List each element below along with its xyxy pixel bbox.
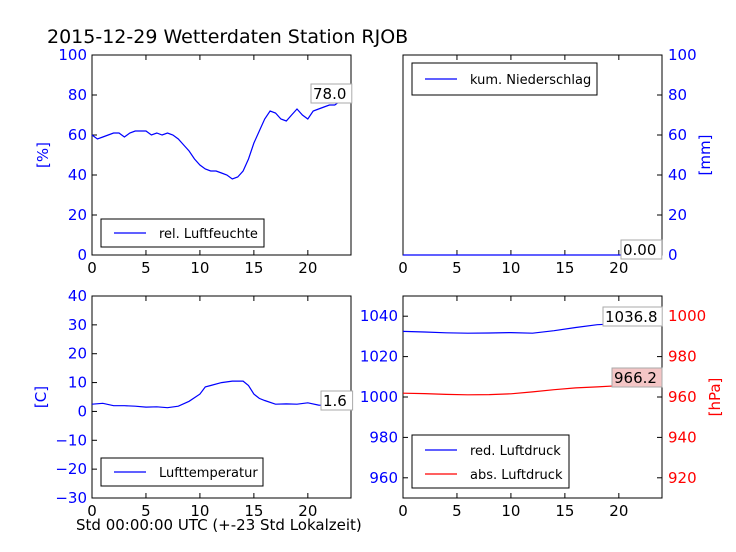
x-tick-label: 20 xyxy=(298,259,317,277)
y-tick-label: 0 xyxy=(77,402,87,420)
axes-frame-top-left xyxy=(91,54,352,256)
x-tick-label: 20 xyxy=(609,502,628,520)
x-tick-label: 0 xyxy=(87,502,97,520)
x-tick-label: 5 xyxy=(452,259,462,277)
value-label: 966.2 xyxy=(614,369,657,387)
x-tick-label: 0 xyxy=(398,502,408,520)
x-tick-label: 5 xyxy=(141,259,151,277)
value-box xyxy=(310,83,353,104)
y-tick-label: 980 xyxy=(369,428,398,446)
y-tick-label: 40 xyxy=(68,166,87,184)
y-tick-label: 60 xyxy=(68,126,87,144)
x-tick-label: 20 xyxy=(298,502,317,520)
y-tick-label: 20 xyxy=(68,206,87,224)
value-label: 78.0 xyxy=(313,85,346,103)
y-tick-label: 1000 xyxy=(360,388,398,406)
y-tick-label: 20 xyxy=(68,345,87,363)
y-tick-label: 100 xyxy=(668,46,697,64)
x-tick-label: 5 xyxy=(452,502,462,520)
y-tick-label: 40 xyxy=(668,166,687,184)
y-tick-label: 940 xyxy=(668,428,697,446)
value-label: 1.6 xyxy=(323,392,347,410)
y-tick-label: 30 xyxy=(68,316,87,334)
x-tick-label: 15 xyxy=(555,502,574,520)
x-axis-label: Std 00:00:00 UTC (+-23 Std Lokalzeit) xyxy=(76,516,362,534)
y-axis-label: [hPa] xyxy=(706,378,724,417)
y-tick-label: 1000 xyxy=(668,307,706,325)
legend-box xyxy=(411,434,570,489)
value-box xyxy=(320,390,354,411)
y-axis-label: [%] xyxy=(34,142,52,168)
y-tick-label: 960 xyxy=(369,469,398,487)
y-tick-label: 0 xyxy=(77,246,87,264)
y-tick-label: 1040 xyxy=(360,307,398,325)
x-tick-label: 0 xyxy=(87,259,97,277)
y-tick-label: −10 xyxy=(55,431,87,449)
x-tick-label: 10 xyxy=(190,259,209,277)
x-tick-label: 10 xyxy=(190,502,209,520)
y-axis-label: [C] xyxy=(32,386,50,408)
series-line-rel-luftfeuchte xyxy=(91,98,351,180)
value-box xyxy=(620,239,663,260)
legend-label: red. Luftdruck xyxy=(470,444,561,459)
legend-label: Lufttemperatur xyxy=(159,466,258,481)
y-tick-label: −20 xyxy=(55,460,87,478)
value-label: 0.00 xyxy=(623,241,656,259)
y-tick-label: −30 xyxy=(55,489,87,507)
x-tick-label: 15 xyxy=(555,259,574,277)
x-tick-label: 20 xyxy=(609,259,628,277)
x-tick-label: 10 xyxy=(501,259,520,277)
y-tick-label: 40 xyxy=(68,287,87,305)
y-tick-label: 100 xyxy=(58,46,87,64)
x-tick-label: 5 xyxy=(141,502,151,520)
y-tick-label: 0 xyxy=(668,246,678,264)
legend-label: rel. Luftfeuchte xyxy=(159,227,258,242)
value-box xyxy=(602,306,663,327)
legend-label: kum. Niederschlag xyxy=(470,73,591,88)
y-tick-label: 60 xyxy=(668,126,687,144)
chart-title: 2015-12-29 Wetterdaten Station RJOB xyxy=(47,26,409,48)
y-tick-label: 920 xyxy=(668,469,697,487)
series-line-lufttemperatur xyxy=(91,380,352,409)
y-tick-label: 20 xyxy=(668,206,687,224)
y-tick-label: 980 xyxy=(668,348,697,366)
x-tick-label: 0 xyxy=(398,259,408,277)
x-tick-label: 15 xyxy=(244,259,263,277)
y-axis-label: [mm] xyxy=(696,135,714,176)
legend-label: abs. Luftdruck xyxy=(470,468,563,483)
y-tick-label: 10 xyxy=(68,374,87,392)
y-tick-label: 80 xyxy=(68,86,87,104)
y-tick-label: 960 xyxy=(668,388,697,406)
y-tick-label: 80 xyxy=(668,86,687,104)
value-box xyxy=(611,367,663,388)
x-tick-label: 15 xyxy=(244,502,263,520)
value-label: 1036.8 xyxy=(605,308,658,326)
y-tick-label: 1020 xyxy=(360,348,398,366)
x-tick-label: 10 xyxy=(501,502,520,520)
